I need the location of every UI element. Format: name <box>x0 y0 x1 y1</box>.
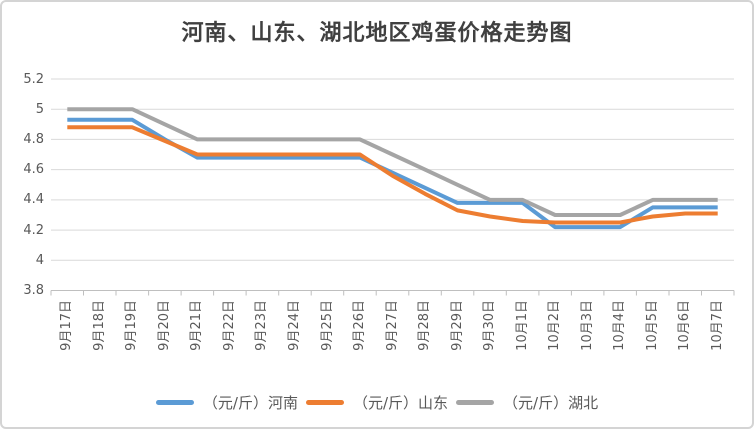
x-tick-label: 10月7日 <box>709 300 725 351</box>
x-tick-label: 9月21日 <box>189 300 205 351</box>
legend-swatch-shandong <box>305 400 344 405</box>
legend-label-hubei: （元/斤）湖北 <box>503 394 599 412</box>
x-tick-label: 9月25日 <box>319 300 335 351</box>
legend-item-shandong: （元/斤）山东 <box>305 392 449 413</box>
x-tick-label: 9月18日 <box>91 300 107 351</box>
y-tick-label: 5.2 <box>23 71 44 87</box>
x-tick-label: 9月20日 <box>156 300 172 351</box>
legend-item-hubei: （元/斤）湖北 <box>456 392 598 413</box>
x-tick-label: 9月30日 <box>482 300 498 351</box>
legend: （元/斤）河南 （元/斤）山东 （元/斤）湖北 <box>2 392 752 413</box>
x-tick-label: 10月1日 <box>514 300 530 351</box>
x-tick-label: 9月23日 <box>254 300 270 351</box>
y-tick-label: 5 <box>35 101 44 117</box>
legend-label-henan: （元/斤）河南 <box>202 394 298 412</box>
x-tick-label: 9月17日 <box>59 300 75 351</box>
series-line-hubei <box>67 107 718 217</box>
x-tick-label: 10月4日 <box>612 300 628 351</box>
series-line-shandong <box>67 125 718 225</box>
y-tick-label: 4.2 <box>23 222 44 238</box>
legend-item-henan: （元/斤）河南 <box>155 392 298 413</box>
y-tick-label: 4.4 <box>23 192 44 208</box>
x-tick-label: 9月22日 <box>221 300 237 351</box>
y-tick-label: 3.8 <box>23 283 44 298</box>
y-tick-label: 4.6 <box>23 162 44 178</box>
x-tick-label: 10月5日 <box>644 300 660 351</box>
x-tick-label: 9月19日 <box>124 300 140 351</box>
chart-title: 河南、山东、湖北地区鸡蛋价格走势图 <box>181 20 573 46</box>
legend-swatch-henan <box>155 400 194 405</box>
x-tick-label: 10月2日 <box>547 300 563 351</box>
x-tick-label: 9月28日 <box>417 300 432 351</box>
x-tick-label: 9月26日 <box>352 300 367 351</box>
legend-label-shandong: （元/斤）山东 <box>352 394 449 412</box>
legend-swatch-hubei <box>456 400 495 405</box>
x-tick-label: 10月3日 <box>579 300 595 351</box>
y-tick-label: 4 <box>35 252 44 268</box>
x-tick-label: 10月6日 <box>677 300 693 351</box>
x-tick-label: 9月24日 <box>286 300 302 351</box>
x-tick-label: 9月27日 <box>384 300 400 351</box>
x-tick-label: 9月29日 <box>449 300 465 351</box>
y-tick-label: 4.8 <box>23 131 44 147</box>
